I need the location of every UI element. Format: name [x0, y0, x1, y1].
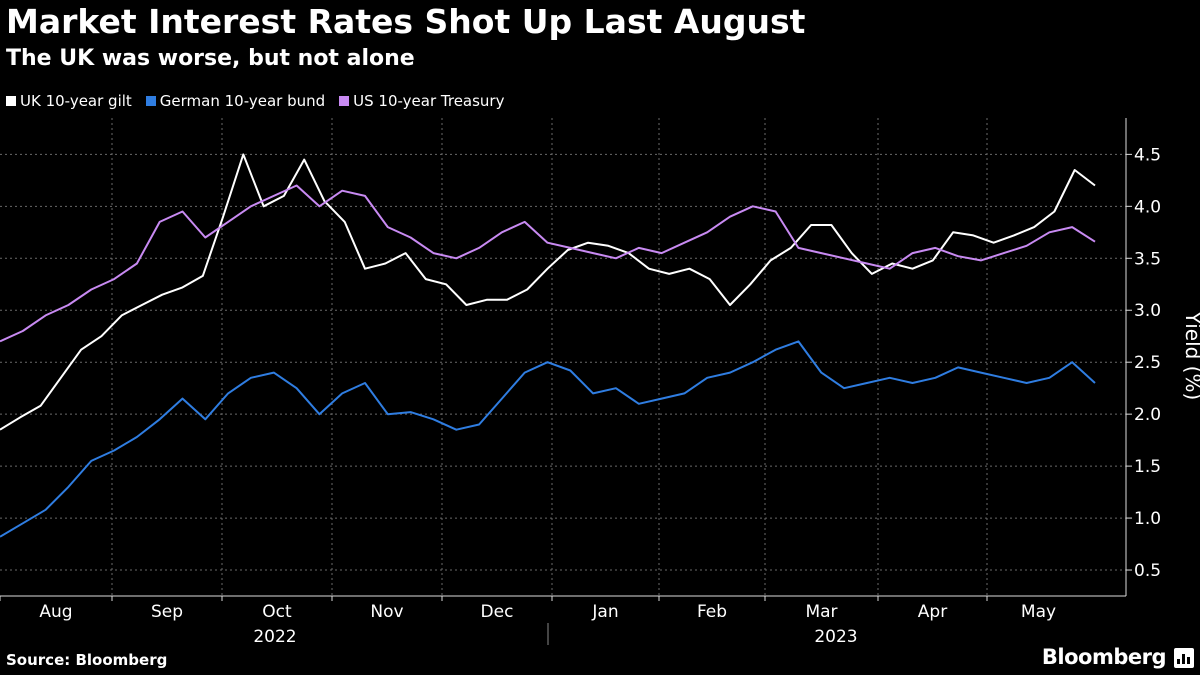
legend-item-germany: German 10-year bund: [145, 92, 326, 110]
source-note: Source: Bloomberg: [6, 651, 168, 669]
x-tick-label: Oct: [262, 602, 292, 622]
y-tick-label: 1.5: [1134, 457, 1161, 477]
year-label-2023: 2023: [814, 627, 857, 647]
chart-subtitle: The UK was worse, but not alone: [6, 46, 415, 71]
x-tick-label: Aug: [39, 602, 72, 622]
gridlines: [0, 118, 1126, 596]
series-line-germany: [0, 340, 1096, 538]
x-tick-label: Nov: [370, 602, 403, 622]
y-tick-label: 2.5: [1134, 353, 1161, 373]
legend-swatch-germany: [145, 96, 156, 106]
legend-item-uk: UK 10-year gilt: [6, 92, 132, 110]
series-lines: [0, 153, 1096, 538]
x-tick-label: Mar: [805, 602, 837, 622]
year-label-2022: 2022: [253, 627, 296, 647]
y-tick-label: 1.0: [1134, 509, 1161, 529]
legend-swatch-uk: [6, 96, 16, 106]
legend-label-germany: German 10-year bund: [159, 92, 326, 110]
brand-logo-text: Bloomberg: [1041, 645, 1167, 669]
chart-title: Market Interest Rates Shot Up Last Augus…: [6, 2, 806, 41]
legend: UK 10-year gilt German 10-year bund US 1…: [6, 91, 518, 111]
x-tick-label: Feb: [697, 602, 727, 622]
x-tick-label: Sep: [151, 602, 183, 622]
y-axis: 0.5 1.0 1.5 2.0 2.5 3.0 3.5 4.0 4.5 Yield (%): [1125, 118, 1200, 596]
y-tick-label: 3.0: [1134, 301, 1161, 321]
x-tick-label: May: [1021, 602, 1056, 622]
y-tick-label: 4.5: [1134, 145, 1161, 165]
series-line-uk: [0, 153, 1096, 431]
y-tick-label: 2.0: [1134, 405, 1161, 425]
legend-label-uk: UK 10-year gilt: [20, 92, 132, 110]
legend-swatch-us: [339, 96, 350, 106]
y-axis-title: Yield (%): [1181, 311, 1200, 401]
y-tick-label: 0.5: [1134, 561, 1161, 581]
series-line-us: [0, 184, 1096, 343]
x-tick-label: Apr: [918, 602, 947, 622]
bloomberg-chart-icon: [1174, 648, 1194, 668]
legend-item-us: US 10-year Treasury: [339, 92, 504, 110]
x-tick-label: Jan: [591, 602, 618, 622]
x-tick-label: Dec: [481, 602, 514, 622]
legend-label-us: US 10-year Treasury: [353, 92, 505, 110]
y-tick-label: 4.0: [1134, 197, 1161, 217]
x-axis: Aug Sep Oct Nov Dec Jan Feb Mar Apr May 2022 2023: [0, 595, 1126, 647]
y-tick-label: 3.5: [1134, 249, 1161, 269]
